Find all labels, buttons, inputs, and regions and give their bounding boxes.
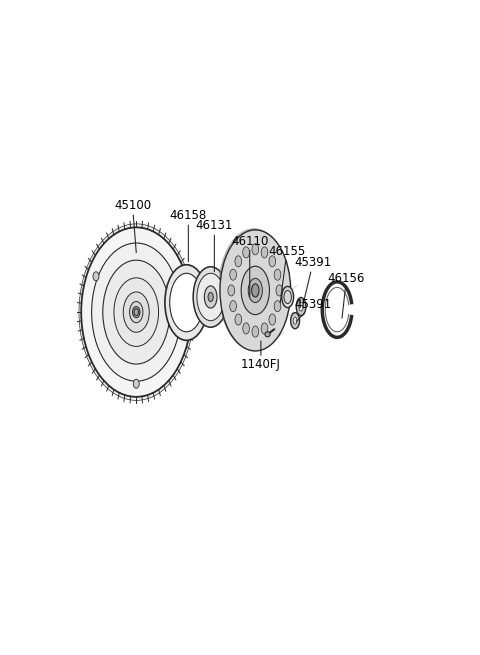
Ellipse shape <box>265 332 270 337</box>
Text: 46110: 46110 <box>231 234 268 297</box>
Ellipse shape <box>241 266 269 314</box>
Ellipse shape <box>220 230 290 351</box>
Ellipse shape <box>204 286 217 308</box>
Ellipse shape <box>93 272 99 281</box>
Ellipse shape <box>282 286 294 308</box>
Ellipse shape <box>235 314 241 325</box>
Ellipse shape <box>197 273 225 321</box>
Ellipse shape <box>103 260 170 364</box>
Ellipse shape <box>132 307 140 318</box>
Ellipse shape <box>276 285 283 296</box>
Text: 45391: 45391 <box>294 297 332 322</box>
Ellipse shape <box>269 314 276 325</box>
Text: 45100: 45100 <box>114 199 151 253</box>
Ellipse shape <box>230 269 237 280</box>
Ellipse shape <box>114 278 158 346</box>
Ellipse shape <box>299 302 303 311</box>
Ellipse shape <box>261 247 268 258</box>
Ellipse shape <box>81 227 192 397</box>
Ellipse shape <box>252 244 259 255</box>
Text: 45391: 45391 <box>294 256 332 307</box>
Ellipse shape <box>133 379 139 388</box>
Ellipse shape <box>130 301 143 323</box>
Ellipse shape <box>274 301 281 312</box>
Ellipse shape <box>274 269 281 280</box>
Ellipse shape <box>243 323 250 334</box>
Ellipse shape <box>123 292 149 332</box>
Ellipse shape <box>269 256 276 267</box>
Ellipse shape <box>252 326 259 337</box>
Ellipse shape <box>261 323 268 334</box>
Ellipse shape <box>296 297 306 316</box>
Ellipse shape <box>243 247 250 258</box>
Ellipse shape <box>230 301 237 312</box>
Ellipse shape <box>174 272 180 281</box>
Text: 46131: 46131 <box>196 219 233 272</box>
Ellipse shape <box>248 278 263 303</box>
Ellipse shape <box>208 292 213 301</box>
Ellipse shape <box>293 317 297 324</box>
Text: 46156: 46156 <box>328 272 365 318</box>
Ellipse shape <box>228 285 235 296</box>
Ellipse shape <box>235 256 241 267</box>
Text: 46158: 46158 <box>170 210 207 262</box>
Ellipse shape <box>291 312 300 329</box>
Text: 46155: 46155 <box>268 245 306 303</box>
Ellipse shape <box>79 224 193 400</box>
Ellipse shape <box>92 243 181 381</box>
Text: 1140FJ: 1140FJ <box>241 341 281 371</box>
Ellipse shape <box>134 309 139 316</box>
Ellipse shape <box>170 273 203 332</box>
Ellipse shape <box>165 265 208 341</box>
Ellipse shape <box>193 267 228 328</box>
Ellipse shape <box>252 284 259 297</box>
